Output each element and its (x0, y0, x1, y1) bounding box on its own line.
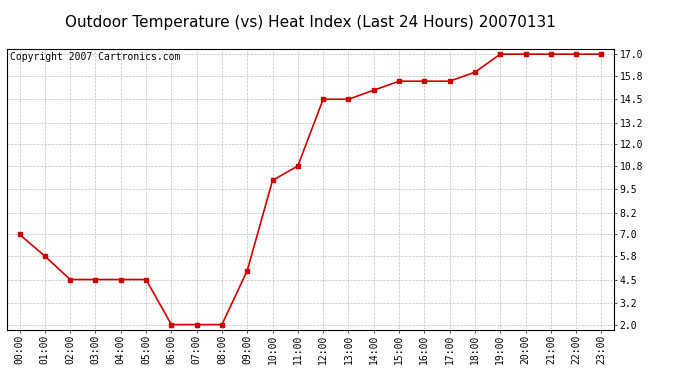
Text: Copyright 2007 Cartronics.com: Copyright 2007 Cartronics.com (10, 52, 180, 62)
Text: Outdoor Temperature (vs) Heat Index (Last 24 Hours) 20070131: Outdoor Temperature (vs) Heat Index (Las… (65, 15, 556, 30)
